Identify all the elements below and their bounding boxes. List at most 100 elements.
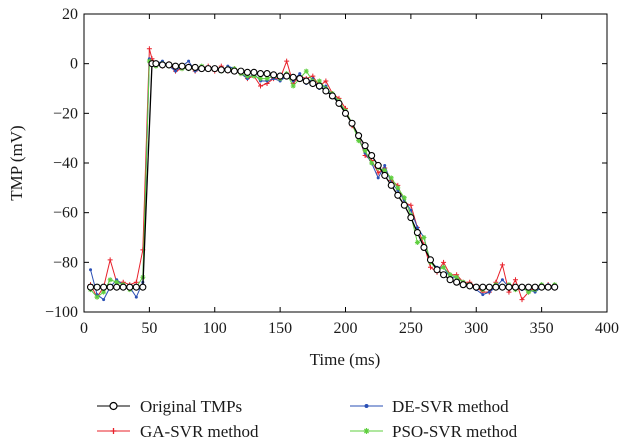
legend-item-original: Original TMPs xyxy=(97,397,242,416)
data-point xyxy=(420,243,428,251)
data-point xyxy=(309,79,317,88)
legend: Original TMPs GA-SVR method DE-SVR metho… xyxy=(97,397,518,441)
data-point xyxy=(394,191,402,199)
y-tick-label: −60 xyxy=(53,205,78,222)
data-point xyxy=(113,283,121,291)
data-point xyxy=(94,294,100,300)
data-point xyxy=(472,283,480,291)
data-point xyxy=(139,283,147,291)
data-point xyxy=(374,161,382,170)
data-point xyxy=(250,68,258,76)
data-point xyxy=(191,63,199,71)
y-tick-label: 0 xyxy=(70,56,78,73)
x-tick-label: 350 xyxy=(530,320,554,337)
data-point xyxy=(356,138,362,144)
x-tick-label: 50 xyxy=(141,320,157,337)
data-point xyxy=(178,62,186,70)
legend-marker-ga xyxy=(110,428,117,434)
data-point xyxy=(258,76,264,82)
data-point xyxy=(237,67,245,75)
data-point xyxy=(185,63,193,71)
series-line xyxy=(90,60,555,298)
data-point xyxy=(102,298,106,302)
data-point xyxy=(487,290,491,294)
data-point xyxy=(243,68,251,76)
x-tick-label: 400 xyxy=(595,320,619,337)
data-point xyxy=(276,72,284,80)
data-point xyxy=(361,142,369,150)
y-axis-label: TMP (mV) xyxy=(7,125,26,200)
data-point xyxy=(126,283,134,291)
data-point xyxy=(499,262,505,268)
legend-label-de: DE-SVR method xyxy=(392,397,509,416)
data-point xyxy=(401,195,407,201)
series-layer xyxy=(86,46,559,303)
data-point xyxy=(387,181,395,189)
data-point xyxy=(518,283,526,291)
data-point xyxy=(256,70,265,78)
y-tick-label: −20 xyxy=(53,105,78,122)
data-point xyxy=(551,283,559,291)
plot-area-frame xyxy=(83,13,608,313)
data-point xyxy=(388,175,394,181)
data-point xyxy=(258,83,264,89)
data-point xyxy=(407,214,415,222)
x-axis-label: Time (ms) xyxy=(310,350,381,369)
legend-item-de: DE-SVR method xyxy=(350,397,509,416)
data-point xyxy=(114,279,120,285)
data-point xyxy=(414,239,420,245)
data-point xyxy=(348,119,356,127)
y-tick-label: 20 xyxy=(62,6,78,23)
data-point xyxy=(298,72,302,76)
data-point xyxy=(383,163,387,167)
data-point xyxy=(500,278,504,282)
data-point xyxy=(158,61,166,69)
data-point xyxy=(485,283,493,291)
data-point xyxy=(187,59,191,63)
axis-ticks: 0 50 100 150 200 250 300 350 400−100−80−60−40−20… xyxy=(45,6,619,337)
legend-label-original: Original TMPs xyxy=(140,397,242,416)
data-point xyxy=(86,283,95,291)
legend-label-ga: GA-SVR method xyxy=(140,422,259,441)
data-point xyxy=(538,283,546,291)
data-point xyxy=(368,152,376,160)
data-point xyxy=(89,268,93,272)
data-point xyxy=(270,71,278,79)
data-point xyxy=(284,58,290,64)
data-point xyxy=(302,77,310,85)
data-point xyxy=(211,65,219,73)
series-de-svr-method xyxy=(89,57,557,302)
legend-item-pso: PSO-SVR method xyxy=(350,422,518,441)
data-point xyxy=(512,277,518,283)
data-point xyxy=(134,295,138,299)
data-point xyxy=(433,266,441,274)
legend-marker-de xyxy=(364,404,369,408)
data-point xyxy=(355,132,363,140)
series-line xyxy=(90,58,555,301)
data-point xyxy=(335,99,343,107)
data-point xyxy=(323,78,329,84)
data-point xyxy=(421,235,427,240)
data-point xyxy=(409,208,413,212)
data-point xyxy=(413,228,421,237)
data-point xyxy=(224,66,232,74)
data-point xyxy=(381,171,389,179)
data-point xyxy=(362,148,368,154)
data-point xyxy=(466,282,474,290)
data-point xyxy=(263,70,271,78)
x-tick-label: 150 xyxy=(268,320,292,337)
legend-marker-pso xyxy=(363,428,370,434)
series-original-tmps xyxy=(86,60,559,291)
data-point xyxy=(264,76,270,82)
data-point xyxy=(322,87,330,95)
data-point xyxy=(415,226,419,230)
data-point xyxy=(171,62,180,70)
data-point xyxy=(395,185,401,191)
x-tick-label: 250 xyxy=(399,320,423,337)
data-point xyxy=(544,283,552,291)
data-point xyxy=(369,160,375,166)
data-point xyxy=(481,293,485,297)
series-line xyxy=(90,63,555,288)
legend-item-ga: GA-SVR method xyxy=(97,422,259,441)
